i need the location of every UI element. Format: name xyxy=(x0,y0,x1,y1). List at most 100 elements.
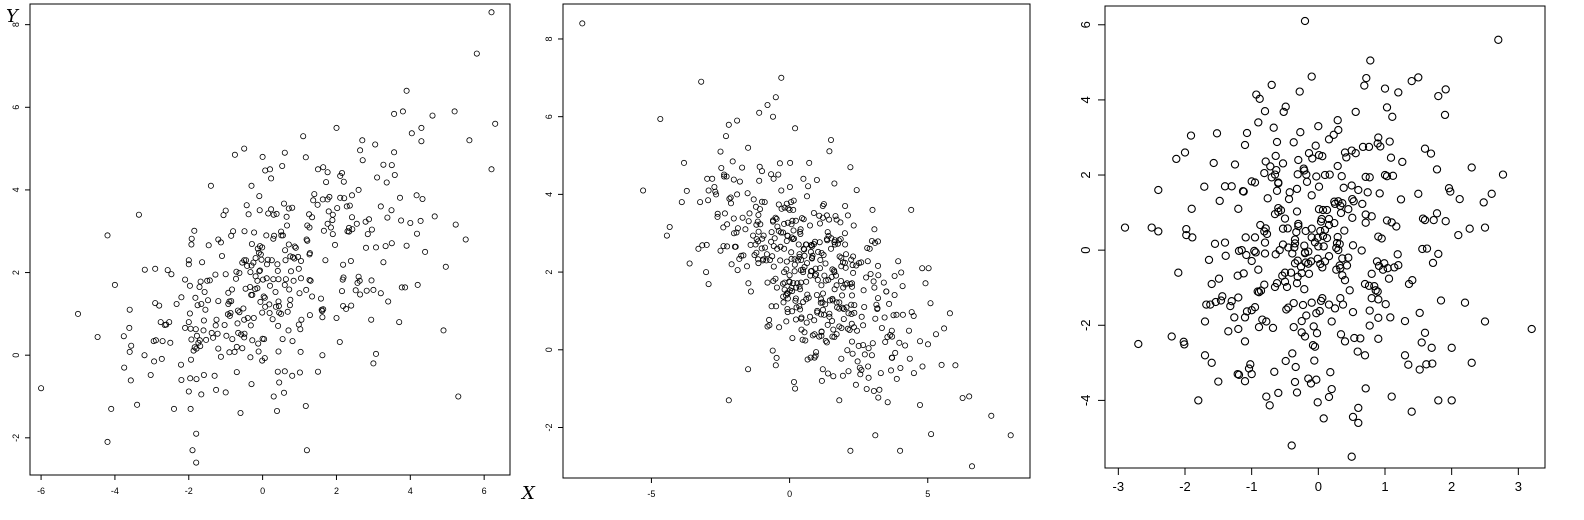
scatter-point xyxy=(1414,73,1423,82)
scatter-point xyxy=(391,171,398,178)
scatter-point xyxy=(784,295,791,302)
scatter-point xyxy=(841,230,848,237)
scatter-point xyxy=(1313,254,1322,263)
y-tick-label: 4 xyxy=(1078,96,1093,103)
scatter-point xyxy=(208,329,215,336)
scatter-point xyxy=(663,232,670,239)
scatter-point xyxy=(803,319,810,326)
scatter-point xyxy=(1361,384,1370,393)
scatter-point xyxy=(919,265,926,272)
scatter-point xyxy=(910,370,917,377)
scatter-point xyxy=(807,268,814,275)
scatter-point xyxy=(809,332,816,339)
scatter-point xyxy=(304,237,311,244)
scatter-point xyxy=(1381,300,1390,309)
scatter-point xyxy=(1434,249,1443,259)
scatter-point xyxy=(298,316,305,323)
scatter-point xyxy=(784,309,791,316)
scatter-point xyxy=(877,370,884,377)
scatter-point xyxy=(254,245,261,252)
scatter-point xyxy=(168,271,175,278)
scatter-point xyxy=(714,210,721,217)
scatter-point xyxy=(178,376,185,383)
scatter-point xyxy=(227,309,234,316)
scatter-point xyxy=(1494,35,1503,44)
scatter-point xyxy=(241,145,248,152)
scatter-point xyxy=(282,276,289,283)
scatter-point xyxy=(1400,351,1410,360)
scatter-point xyxy=(829,295,836,302)
scatter-point xyxy=(1227,182,1236,191)
scatter-point xyxy=(816,239,823,246)
x-tick-label: 0 xyxy=(260,486,265,496)
scatter-point xyxy=(1415,365,1424,374)
scatter-point xyxy=(777,257,784,264)
scatter-point xyxy=(320,227,327,234)
scatter-point xyxy=(173,300,180,307)
scatter-point xyxy=(273,407,280,414)
scatter-point xyxy=(730,176,737,183)
y-tick-label: 0 xyxy=(544,347,554,352)
scatter-point xyxy=(1324,392,1334,402)
scatter-point xyxy=(852,381,859,388)
scatter-point xyxy=(210,334,217,341)
scatter-point xyxy=(414,281,421,288)
scatter-point xyxy=(1278,240,1288,249)
scatter-point xyxy=(759,198,766,205)
scatter-point xyxy=(323,179,330,186)
scatter-point xyxy=(745,218,752,225)
scatter-point xyxy=(309,293,316,300)
scatter-point xyxy=(823,339,830,346)
scatter-point xyxy=(739,214,746,221)
scatter-point xyxy=(126,348,133,355)
scatter-point xyxy=(724,221,731,228)
scatter-point xyxy=(794,257,801,264)
scatter-point xyxy=(783,292,790,299)
scatter-point xyxy=(280,200,287,207)
scatter-point xyxy=(1180,148,1190,157)
scatter-point xyxy=(1221,251,1230,260)
scatter-point xyxy=(1260,238,1270,247)
scatter-point xyxy=(1367,212,1376,221)
scatter-point xyxy=(809,254,816,261)
scatter-point xyxy=(338,169,345,176)
scatter-point xyxy=(1414,189,1423,198)
scatter-point xyxy=(266,309,273,316)
scatter-point xyxy=(248,182,255,189)
scatter-point xyxy=(1154,227,1163,236)
scatter-point xyxy=(869,206,876,213)
scatter-point xyxy=(858,259,865,266)
y-tick-label: 2 xyxy=(11,270,21,275)
scatter-point xyxy=(1282,282,1292,292)
scatter-point xyxy=(418,138,425,145)
scatter-point xyxy=(1527,324,1536,334)
scatter-point xyxy=(374,174,381,181)
scatter-point xyxy=(188,241,195,248)
scatter-point xyxy=(261,294,268,301)
scatter-point xyxy=(242,257,249,264)
scatter-point xyxy=(873,301,880,308)
scatter-point xyxy=(1386,313,1395,322)
x-tick-label: -1 xyxy=(1246,479,1258,494)
scatter-point xyxy=(1260,168,1269,178)
scatter-point xyxy=(1279,107,1288,117)
scatter-point xyxy=(811,331,818,338)
scatter-point xyxy=(345,224,352,231)
scatter-point xyxy=(104,438,111,445)
scatter-point xyxy=(769,347,776,354)
scatter-point xyxy=(1242,250,1251,260)
scatter-point xyxy=(1302,311,1311,320)
scatter-point xyxy=(104,232,111,239)
scatter-point xyxy=(829,333,836,340)
scatter-point xyxy=(1287,441,1296,450)
scatter-point xyxy=(836,305,843,312)
scatter-point xyxy=(1314,150,1324,160)
scatter-point xyxy=(1200,351,1210,360)
scatter-point xyxy=(744,263,751,270)
scatter-point xyxy=(1340,276,1350,285)
scatter-point xyxy=(1252,90,1261,99)
scatter-point xyxy=(274,368,281,375)
scatter-point xyxy=(711,183,718,190)
scatter-point xyxy=(205,242,212,249)
scatter-point xyxy=(1234,293,1243,302)
